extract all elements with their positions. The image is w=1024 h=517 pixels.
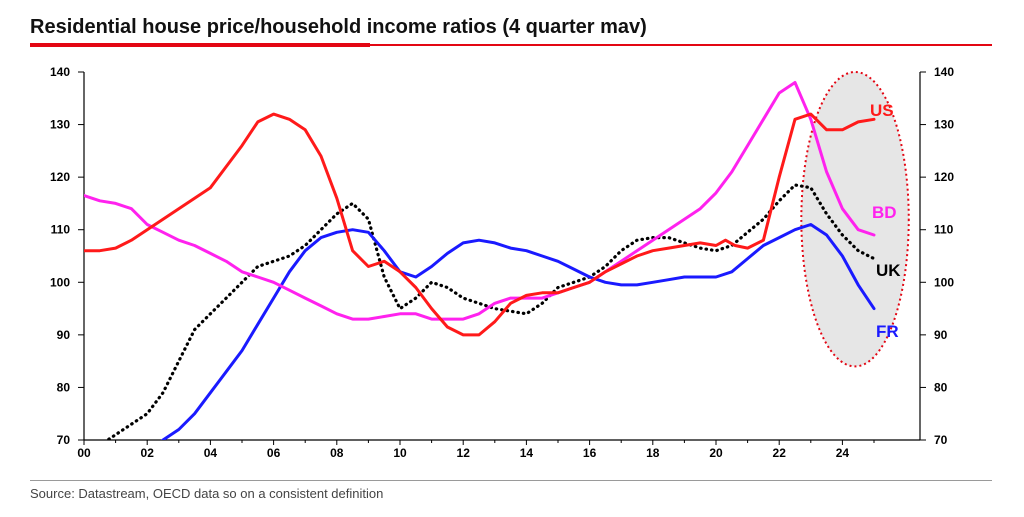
x-tick-label: 12 bbox=[457, 446, 471, 460]
highlight-ellipse bbox=[800, 71, 910, 368]
y-tick-label-right: 70 bbox=[934, 433, 948, 447]
y-tick-label-right: 100 bbox=[934, 275, 954, 289]
y-tick-label-left: 110 bbox=[51, 223, 71, 237]
series-label-uk: UK bbox=[876, 261, 901, 280]
y-tick-label-left: 120 bbox=[50, 170, 70, 184]
source-note: Source: Datastream, OECD data so on a co… bbox=[30, 486, 384, 501]
series-line-us bbox=[84, 112, 876, 337]
x-tick-label: 08 bbox=[330, 446, 344, 460]
title-underline bbox=[30, 44, 992, 46]
y-tick-label-left: 90 bbox=[57, 328, 71, 342]
x-tick-label: 18 bbox=[646, 446, 660, 460]
series-label-bd: BD bbox=[872, 203, 897, 222]
y-tick-label-right: 140 bbox=[934, 65, 954, 79]
y-tick-label-left: 130 bbox=[50, 118, 70, 132]
y-tick-label-right: 80 bbox=[934, 380, 948, 394]
x-tick-label: 10 bbox=[393, 446, 407, 460]
y-tick-label-left: 140 bbox=[50, 65, 70, 79]
title-underline-accent bbox=[30, 43, 370, 47]
y-tick-label-right: 110 bbox=[934, 223, 954, 237]
y-tick-label-left: 70 bbox=[57, 433, 71, 447]
series-label-fr: FR bbox=[876, 322, 899, 341]
source-divider bbox=[30, 480, 992, 481]
series-line-uk bbox=[104, 183, 876, 440]
x-tick-label: 06 bbox=[267, 446, 281, 460]
x-tick-label: 20 bbox=[709, 446, 723, 460]
y-tick-label-left: 80 bbox=[57, 380, 71, 394]
series-label-us: US bbox=[870, 101, 894, 120]
x-tick-label: 24 bbox=[836, 446, 850, 460]
x-tick-label: 22 bbox=[773, 446, 787, 460]
x-tick-label: 16 bbox=[583, 446, 597, 460]
chart-title: Residential house price/household income… bbox=[30, 16, 647, 38]
x-tick-label: 14 bbox=[520, 446, 534, 460]
x-tick-label: 04 bbox=[204, 446, 218, 460]
series-line-bd bbox=[84, 81, 876, 321]
series-line-fr bbox=[160, 223, 876, 440]
y-tick-label-right: 120 bbox=[934, 170, 954, 184]
x-tick-label: 02 bbox=[141, 446, 155, 460]
y-tick-label-right: 130 bbox=[934, 118, 954, 132]
y-tick-label-right: 90 bbox=[934, 328, 948, 342]
x-tick-label: 00 bbox=[77, 446, 91, 460]
y-tick-label-left: 100 bbox=[50, 275, 70, 289]
